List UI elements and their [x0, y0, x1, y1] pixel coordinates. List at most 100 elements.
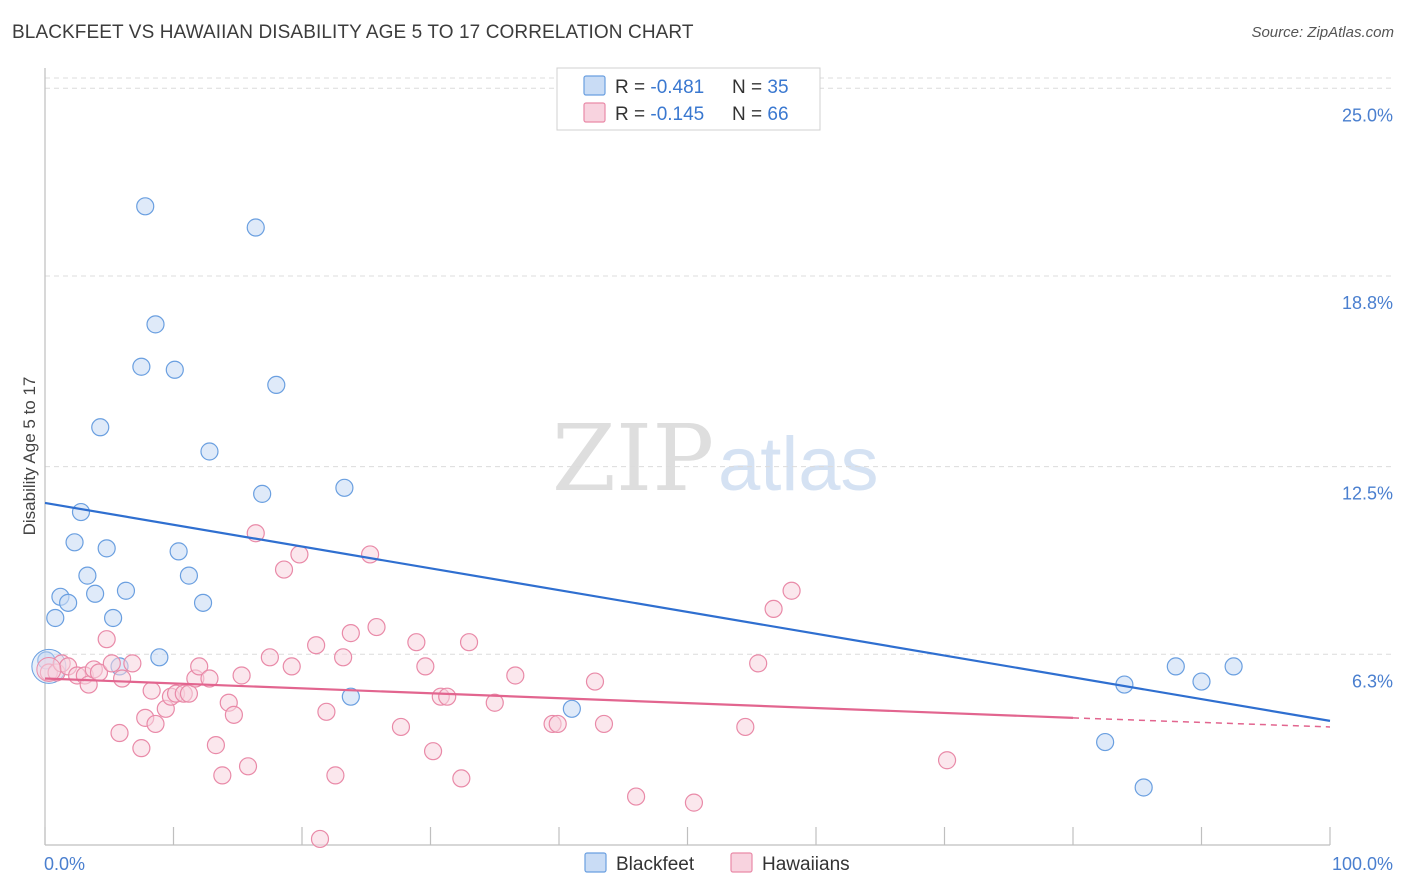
x-tick-label-min: 0.0% — [44, 854, 85, 874]
bottom-legend: Blackfeet Hawaiians — [584, 852, 850, 875]
bottom-legend-swatch-hawaiians — [730, 852, 753, 873]
point-blackfeet — [253, 484, 272, 503]
point-hawaiians — [232, 666, 251, 685]
point-blackfeet — [136, 197, 155, 216]
point-hawaiians — [206, 736, 226, 755]
point-hawaiians — [594, 714, 614, 734]
point-hawaiians — [110, 723, 129, 743]
point-hawaiians — [764, 599, 783, 619]
point-hawaiians — [391, 717, 411, 737]
point-hawaiians — [317, 702, 336, 721]
source-label: Source: ZipAtlas.com — [1251, 24, 1394, 41]
trend-line-hawaiians — [44, 677, 1074, 719]
point-blackfeet — [1166, 657, 1185, 676]
point-hawaiians — [142, 681, 161, 700]
point-blackfeet — [335, 478, 354, 497]
point-blackfeet — [97, 539, 116, 558]
point-hawaiians — [423, 742, 443, 761]
trend-lines — [44, 501, 1331, 728]
point-blackfeet — [1134, 778, 1153, 797]
point-hawaiians — [190, 657, 209, 676]
point-blackfeet — [1096, 732, 1115, 752]
point-hawaiians — [307, 636, 326, 655]
point-hawaiians — [238, 757, 258, 776]
point-hawaiians — [452, 769, 471, 788]
point-hawaiians — [361, 545, 380, 564]
bottom-legend-label-blackfeet: Blackfeet — [616, 854, 695, 875]
point-hawaiians — [341, 624, 360, 643]
point-blackfeet — [116, 581, 136, 600]
point-blackfeet — [132, 357, 151, 376]
y-tick-label: 12.5% — [1342, 484, 1393, 504]
point-hawaiians — [224, 705, 243, 724]
point-hawaiians — [146, 714, 165, 734]
point-blackfeet — [341, 687, 360, 706]
point-hawaiians — [736, 717, 755, 737]
point-hawaiians — [485, 693, 504, 712]
bottom-legend-label-hawaiians: Hawaiians — [762, 854, 850, 875]
legend-r-value-2: -0.145 — [650, 104, 704, 125]
axes — [44, 68, 1331, 846]
point-hawaiians — [102, 654, 121, 673]
point-blackfeet — [169, 542, 188, 561]
tick-labels: 6.3% 12.5% 18.8% 25.0% 0.0% 100.0% — [44, 105, 1393, 874]
legend-n-label-1: N = 35 — [732, 77, 789, 98]
point-hawaiians — [282, 657, 301, 676]
point-hawaiians — [260, 648, 279, 667]
point-hawaiians — [684, 793, 704, 812]
y-tick-label: 25.0% — [1342, 105, 1393, 125]
trend-line-blackfeet — [44, 501, 1331, 722]
legend-n-value-1: 35 — [767, 77, 788, 98]
point-hawaiians — [626, 787, 646, 806]
legend: R = -0.481 N = 35 R = -0.145 N = 66 — [556, 67, 821, 131]
point-hawaiians — [310, 829, 330, 849]
point-hawaiians — [367, 617, 386, 637]
point-blackfeet — [71, 502, 91, 522]
point-hawaiians — [438, 687, 457, 706]
legend-r-label-1: R = -0.481 — [615, 77, 704, 98]
point-hawaiians — [334, 648, 353, 667]
y-tick-label: 18.8% — [1342, 293, 1393, 313]
point-blackfeet — [1224, 657, 1243, 676]
point-hawaiians — [290, 545, 309, 564]
series-hawaiians — [36, 524, 957, 849]
point-hawaiians — [179, 684, 199, 703]
point-hawaiians — [200, 669, 219, 688]
point-blackfeet — [46, 608, 65, 628]
legend-r-value-1: -0.481 — [650, 77, 704, 98]
point-hawaiians — [782, 581, 801, 600]
point-blackfeet — [267, 375, 286, 395]
point-hawaiians — [132, 739, 151, 758]
point-blackfeet — [562, 699, 581, 718]
point-blackfeet — [86, 584, 105, 603]
gridlines — [45, 77, 1393, 655]
point-hawaiians — [548, 714, 567, 734]
point-blackfeet — [104, 608, 123, 628]
point-hawaiians — [274, 560, 294, 579]
point-blackfeet — [200, 442, 219, 461]
point-blackfeet — [91, 418, 110, 437]
point-hawaiians — [749, 654, 768, 673]
point-hawaiians-cluster — [36, 656, 62, 682]
watermark-atlas: atlas — [718, 422, 879, 507]
bottom-legend-swatch-blackfeet — [584, 852, 607, 873]
point-hawaiians — [123, 654, 142, 673]
legend-swatch-hawaiians — [583, 102, 606, 123]
legend-r-label-2: R = -0.145 — [615, 104, 704, 125]
point-hawaiians — [326, 766, 345, 785]
point-blackfeet — [146, 315, 165, 334]
point-blackfeet — [59, 593, 78, 612]
point-hawaiians — [97, 630, 116, 649]
legend-n-label-2: N = 66 — [732, 104, 789, 125]
y-tick-label: 6.3% — [1352, 671, 1393, 691]
point-hawaiians — [937, 751, 957, 770]
y-axis-label: Disability Age 5 to 17 — [20, 377, 39, 536]
point-blackfeet — [165, 360, 184, 379]
watermark-zip: ZIP — [552, 405, 714, 512]
legend-n-value-2: 66 — [767, 104, 788, 125]
watermark: ZIP atlas — [552, 405, 879, 512]
point-hawaiians — [112, 669, 132, 688]
point-blackfeet — [179, 566, 199, 585]
trend-line-hawaiians-extension — [1072, 717, 1331, 728]
